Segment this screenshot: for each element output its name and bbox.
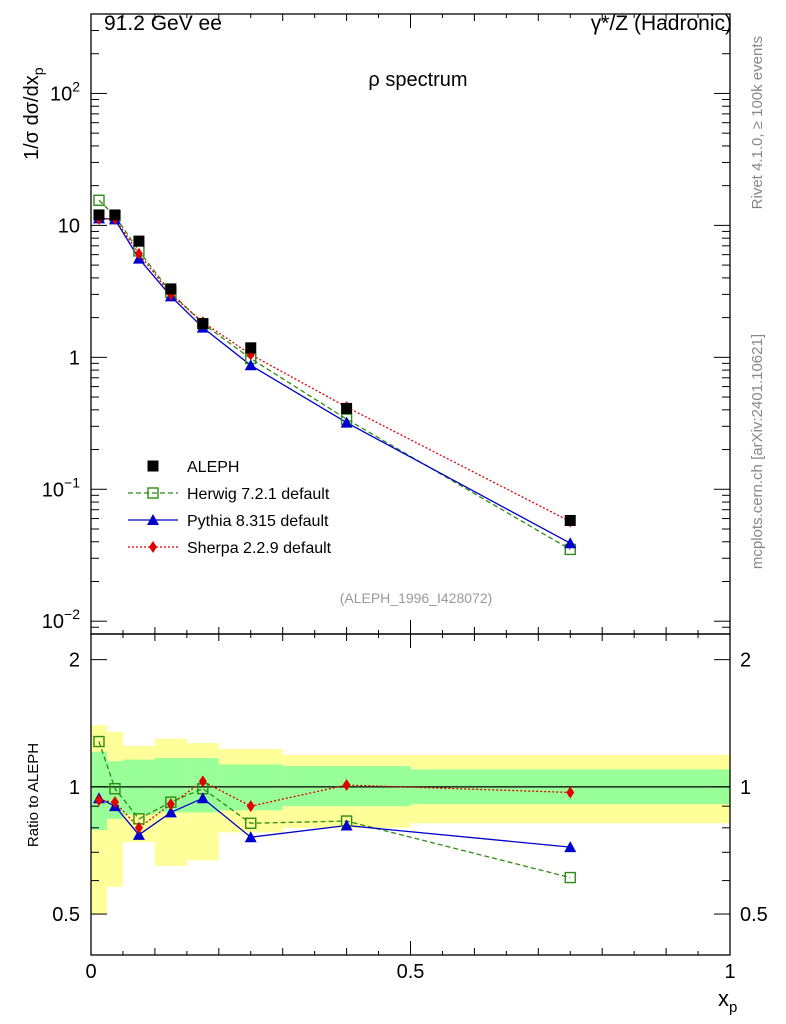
legend-label-pythia: Pythia 8.315 default bbox=[187, 513, 329, 530]
y-tick-label-base: 10 bbox=[42, 611, 64, 633]
ratio-point-pythia bbox=[244, 831, 257, 843]
header-right-title: γ*/Z (Hadronic) bbox=[591, 12, 732, 35]
y-tick-label-exp: −1 bbox=[64, 474, 80, 490]
ratio-point-pythia bbox=[564, 841, 577, 853]
ratio-point-herwig bbox=[93, 735, 105, 748]
point-data bbox=[341, 402, 353, 414]
x-tick-label: 0.5 bbox=[397, 961, 425, 983]
ratio-point-sherpa bbox=[198, 775, 207, 788]
x-axis-label-sub: p bbox=[729, 999, 737, 1016]
ratio-point-sherpa bbox=[342, 779, 351, 792]
y-tick-label-main: 10 bbox=[58, 215, 80, 237]
y-tick-label-base: 10 bbox=[58, 215, 80, 237]
point-pythia bbox=[340, 416, 353, 428]
point-data bbox=[245, 342, 257, 354]
x-tick-label: 0 bbox=[85, 961, 96, 983]
y-tick-label-base: 10 bbox=[50, 83, 72, 105]
point-data bbox=[93, 209, 105, 221]
ratio-point-pythia bbox=[132, 828, 145, 840]
y-tick-label-ratio: 0.5 bbox=[52, 904, 80, 926]
legend-marker-sherpa bbox=[149, 541, 157, 553]
legend-marker-data bbox=[147, 460, 159, 472]
y-tick-label-exp: 2 bbox=[72, 78, 80, 94]
ratio-point-pythia bbox=[340, 819, 353, 831]
ratio-point-pythia bbox=[196, 792, 209, 804]
ratio-point-sherpa bbox=[246, 800, 255, 813]
legend-label-data: ALEPH bbox=[187, 459, 239, 476]
x-axis-label-text: x bbox=[718, 986, 729, 1011]
ratio-point-sherpa bbox=[110, 796, 119, 809]
y-tick-label-ratio: 1 bbox=[69, 777, 80, 799]
ratio-point-sherpa bbox=[566, 786, 575, 799]
y-tick-label-main: 10−1 bbox=[42, 474, 80, 501]
point-data bbox=[165, 283, 177, 295]
y-tick-label-ratio-right: 2 bbox=[740, 650, 751, 672]
y-tick-label-ratio: 2 bbox=[69, 650, 80, 672]
legend-label-herwig: Herwig 7.2.1 default bbox=[187, 486, 330, 503]
y-tick-label-base: 1 bbox=[69, 347, 80, 369]
ratio-point-sherpa bbox=[166, 798, 175, 811]
ratio-point-herwig bbox=[109, 782, 121, 795]
ratio-point-pythia bbox=[164, 806, 177, 818]
series-line-sherpa bbox=[98, 218, 571, 523]
series-line-herwig bbox=[98, 199, 571, 550]
ratio-point-sherpa bbox=[134, 821, 143, 834]
series-line-pythia bbox=[98, 217, 571, 544]
point-herwig bbox=[93, 194, 105, 206]
y-axis-label-ratio: Ratio to ALEPH bbox=[25, 743, 42, 847]
rivet-label: Rivet 4.1.0, ≥ 100k events bbox=[749, 36, 766, 209]
point-data bbox=[109, 209, 121, 221]
y-tick-label-main: 1 bbox=[69, 347, 80, 369]
ratio-line-sherpa bbox=[98, 780, 571, 829]
y-tick-label-exp: −2 bbox=[64, 606, 80, 622]
point-pythia bbox=[564, 537, 577, 549]
point-data bbox=[197, 318, 209, 330]
analysis-label: (ALEPH_1996_I428072) bbox=[340, 590, 493, 606]
ratio-point-sherpa bbox=[94, 794, 103, 807]
mcplots-label: mcplots.cern.ch [arXiv:2401.10621] bbox=[749, 334, 766, 569]
y-tick-label-ratio-right: 1 bbox=[740, 777, 751, 799]
y-axis-label-main-text: 1/σ dσ/dx bbox=[21, 75, 43, 160]
point-pythia bbox=[244, 359, 257, 371]
x-tick-label: 1 bbox=[724, 961, 735, 983]
ratio-point-herwig bbox=[245, 817, 257, 829]
point-data bbox=[133, 235, 145, 247]
legend-marker-herwig bbox=[147, 487, 159, 499]
header-left-title: 91.2 GeV ee bbox=[104, 12, 222, 35]
point-data bbox=[564, 514, 576, 526]
y-tick-label-main: 10−2 bbox=[42, 606, 80, 633]
y-axis-label-main: 1/σ dσ/dxp bbox=[21, 67, 46, 160]
legend-marker-pythia bbox=[147, 514, 159, 525]
ratio-band-inner bbox=[91, 751, 107, 831]
x-axis-label: xp bbox=[718, 986, 737, 1016]
y-tick-label-ratio-right: 0.5 bbox=[740, 904, 768, 926]
y-tick-label-main: 102 bbox=[50, 78, 80, 105]
y-tick-label-base: 10 bbox=[42, 479, 64, 501]
y-axis-label-main-sub: p bbox=[30, 67, 46, 75]
ratio-point-herwig bbox=[564, 871, 576, 884]
legend-label-sherpa: Sherpa 2.2.9 default bbox=[187, 540, 332, 557]
plot-title: ρ spectrum bbox=[368, 69, 467, 91]
point-sherpa bbox=[134, 247, 143, 260]
